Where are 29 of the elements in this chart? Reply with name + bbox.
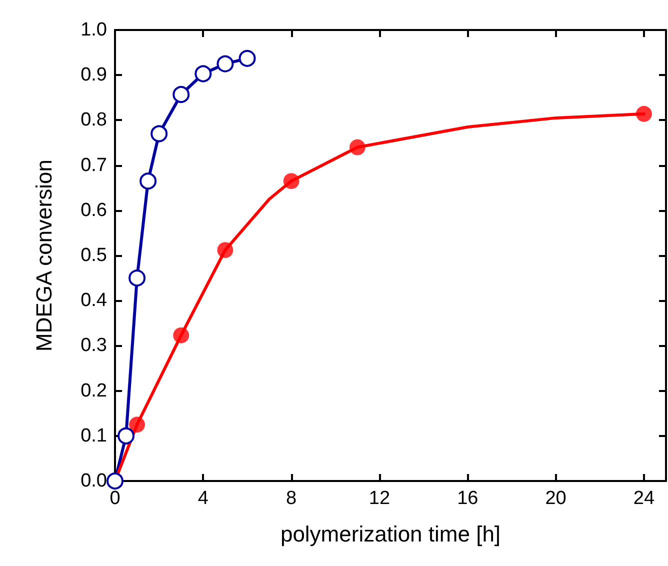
point (194, 65, 212, 82)
point (150, 125, 168, 142)
x-tick-label: 4 (198, 488, 209, 509)
y-tick-label: 1.0 (80, 20, 107, 40)
x-tick-label: 20 (545, 488, 566, 509)
y-tick-label: 0.4 (80, 290, 108, 312)
y-tick-label: 0.1 (80, 425, 107, 446)
y-tick-label: 0.3 (80, 335, 107, 356)
y-tick-label: 0.9 (80, 64, 107, 86)
x-tick-label: 8 (286, 488, 297, 509)
x-tick-label: 24 (633, 488, 655, 509)
x-tick-label: 16 (457, 488, 478, 509)
y-tick-label: 0.0 (80, 470, 107, 492)
x-tick-label: 0 (110, 488, 120, 509)
x-tick-label: 12 (368, 488, 390, 509)
x-axis-title: polymerization time [h] (280, 522, 501, 546)
point (238, 50, 256, 67)
y-tick-label: 0.2 (80, 380, 107, 402)
point (216, 55, 234, 72)
y-axis-title: MDEGA conversion (32, 160, 56, 352)
point (106, 472, 124, 490)
point (118, 427, 135, 444)
y-tick-label: 0.7 (80, 154, 107, 176)
y-tick-label: 0.5 (80, 245, 107, 266)
y-tick-label: 0.6 (80, 200, 107, 221)
point (140, 172, 157, 190)
y-tick-label: 0.8 (80, 110, 107, 131)
point (172, 86, 190, 103)
point (128, 270, 146, 287)
